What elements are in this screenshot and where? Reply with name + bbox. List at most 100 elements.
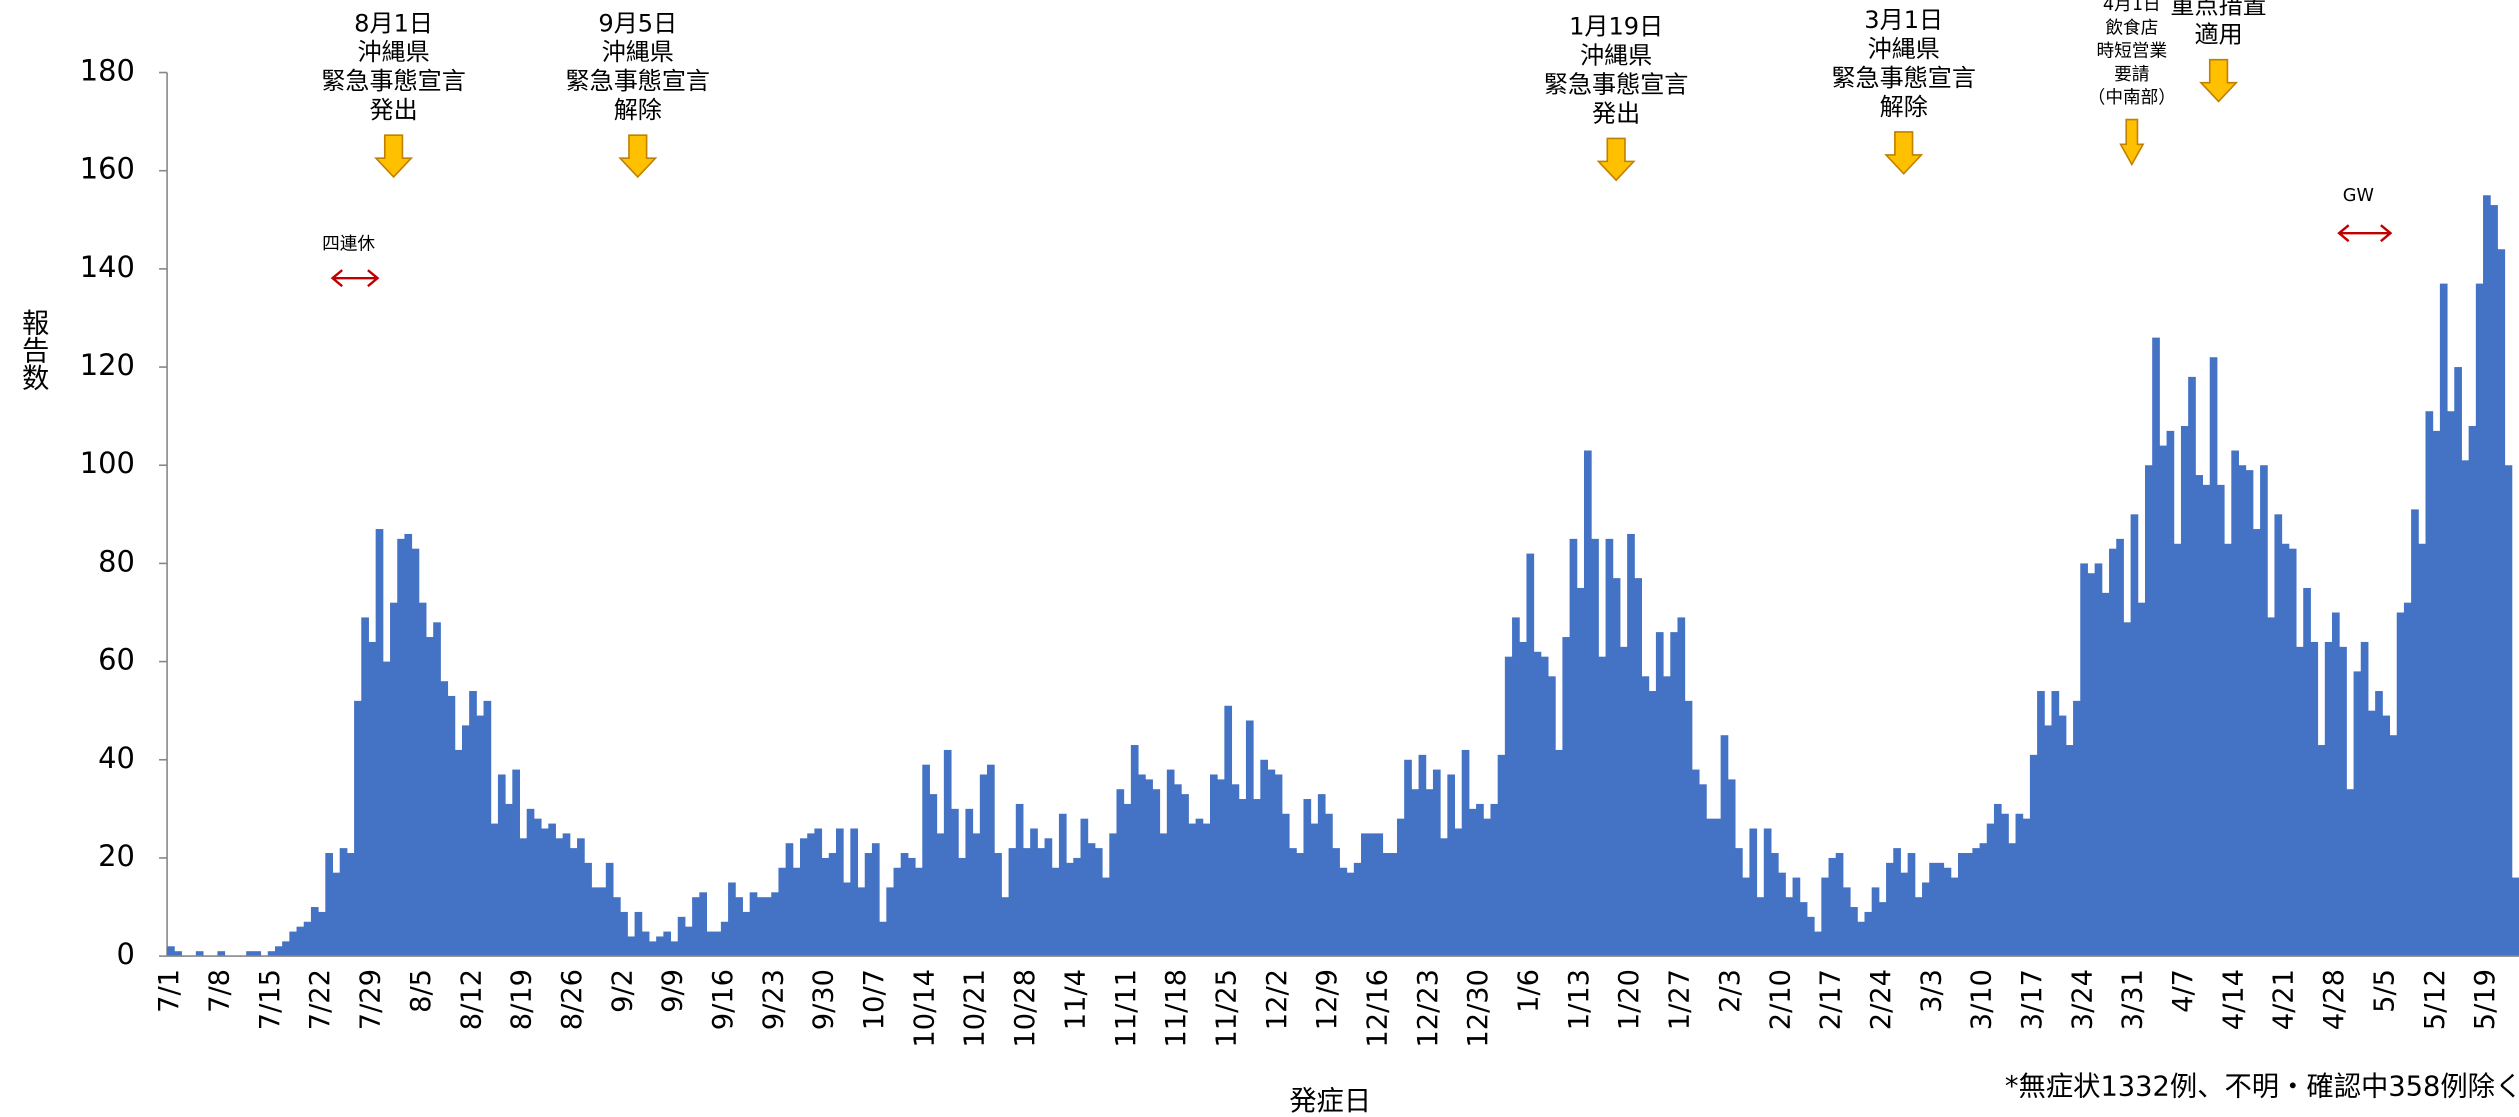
bar <box>1512 617 1520 957</box>
bar <box>411 548 420 957</box>
bar <box>1102 877 1110 957</box>
bar <box>728 882 736 957</box>
bar <box>1037 848 1046 957</box>
bar <box>1533 651 1542 957</box>
bar <box>1706 818 1714 957</box>
period-arrow <box>330 269 380 288</box>
x-tick-label: 9/16 <box>708 969 739 1030</box>
annotation-text: 緊急事態宣言 <box>1831 64 1975 92</box>
bar <box>483 700 492 957</box>
bar <box>1691 769 1700 957</box>
bar <box>2008 843 2017 957</box>
bar <box>656 936 664 957</box>
bar <box>677 916 686 957</box>
bar <box>936 833 945 957</box>
bar <box>2303 587 2311 957</box>
bar <box>2504 465 2513 957</box>
x-tick-label: 10/7 <box>859 969 890 1030</box>
x-tick-label: 3/17 <box>2017 969 2048 1030</box>
bar <box>2101 592 2110 957</box>
y-tick-label: 180 <box>80 54 135 88</box>
bar <box>2310 641 2319 957</box>
bar <box>1806 916 1815 957</box>
bar <box>1267 769 1276 957</box>
bar <box>541 828 549 957</box>
bar <box>282 941 290 957</box>
bar <box>2159 445 2168 957</box>
bar <box>1094 848 1103 957</box>
x-tick-label: 4/7 <box>2168 969 2199 1013</box>
bar <box>1375 833 1384 957</box>
bar <box>1332 848 1340 957</box>
bar <box>1842 887 1851 957</box>
bar <box>2425 411 2434 957</box>
bar <box>807 833 815 957</box>
bar <box>267 951 276 957</box>
x-tick-label: 11/25 <box>1211 969 1242 1048</box>
bar <box>792 867 801 957</box>
bar <box>174 951 182 957</box>
bar <box>2231 450 2239 957</box>
bar <box>1325 813 1333 957</box>
bar <box>505 803 513 957</box>
annotation-text: 沖縄県 <box>602 38 674 66</box>
bar <box>1799 902 1808 957</box>
bar <box>346 853 355 957</box>
bar <box>821 857 830 957</box>
bar <box>1447 774 1456 957</box>
bar <box>1353 862 1362 957</box>
bar <box>1713 818 1722 957</box>
period-label: 四連休 <box>322 233 375 254</box>
bar <box>1655 632 1664 957</box>
bar <box>1123 803 1132 957</box>
bar <box>2166 430 2175 957</box>
bar <box>461 725 470 957</box>
x-tick-label: 11/11 <box>1111 969 1142 1048</box>
bar <box>332 872 341 957</box>
y-tick-label: 120 <box>80 348 135 382</box>
bar <box>1490 803 1499 957</box>
bar <box>2029 754 2038 957</box>
bar <box>958 857 966 957</box>
annotation-text: 8月1日 <box>354 9 433 37</box>
bar <box>2087 573 2096 957</box>
bar <box>850 828 859 957</box>
bar <box>1303 799 1312 957</box>
bar <box>1138 774 1146 957</box>
bar <box>1900 872 1909 957</box>
x-tick-label: 9/9 <box>658 969 689 1013</box>
bar <box>1008 848 1017 957</box>
bar <box>433 622 441 957</box>
bar <box>1548 676 1556 957</box>
bar <box>490 823 499 957</box>
y-tick-label: 160 <box>80 152 135 186</box>
bar <box>2403 602 2412 957</box>
bar <box>2044 725 2052 957</box>
bar <box>1274 774 1283 957</box>
bar <box>2015 813 2024 957</box>
bar <box>886 887 894 957</box>
bar <box>447 695 456 957</box>
x-tick-label: 1/27 <box>1665 969 1696 1030</box>
bar <box>828 853 837 957</box>
y-axis-label: 報告数 <box>17 309 49 391</box>
bar <box>814 828 823 957</box>
annotation-arrow <box>1596 137 1636 182</box>
bar <box>318 911 326 957</box>
bar <box>2439 283 2448 957</box>
bar <box>620 911 628 957</box>
x-tick-label: 1/6 <box>1514 969 1545 1013</box>
bar <box>1519 641 1527 957</box>
bar <box>1217 779 1225 957</box>
x-tick-label: 12/30 <box>1463 969 1494 1048</box>
bar <box>1152 789 1161 957</box>
bar <box>1073 857 1081 957</box>
bar <box>1368 833 1376 957</box>
bar <box>375 529 384 957</box>
bar <box>879 921 887 957</box>
bar <box>843 882 851 957</box>
bar <box>1418 754 1427 957</box>
bar <box>2267 617 2275 957</box>
bar <box>598 887 607 957</box>
period-arrow <box>2337 224 2393 243</box>
